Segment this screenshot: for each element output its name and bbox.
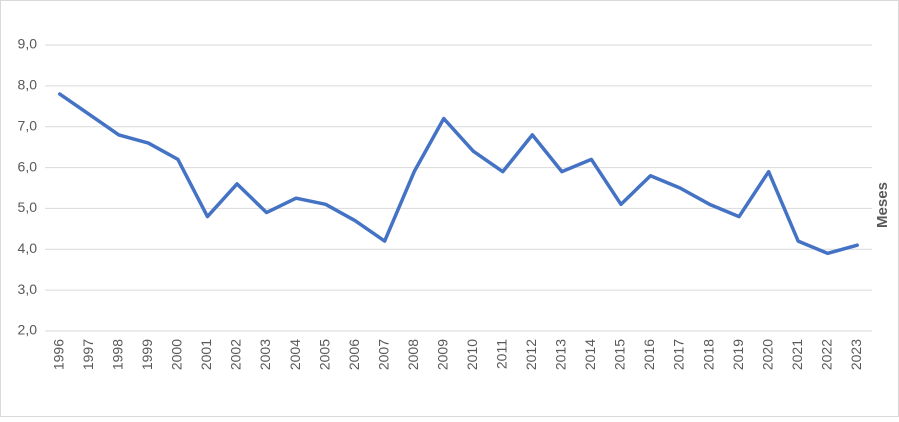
x-tick-label: 2002 [228, 339, 244, 370]
y-tick-label: 4,0 [18, 240, 38, 256]
y-tick-label: 9,0 [18, 36, 38, 52]
x-tick-label: 2005 [316, 339, 332, 370]
x-tick-label: 2021 [789, 339, 805, 370]
x-tick-label: 2014 [582, 339, 598, 370]
x-tick-label: 2000 [169, 339, 185, 370]
x-tick-label: 1996 [50, 339, 66, 370]
data-line [58, 92, 859, 256]
x-tick-label: 1998 [110, 339, 126, 370]
x-tick-label: 2012 [523, 339, 539, 370]
x-tick-label: 2006 [346, 339, 362, 370]
x-tick-label: 2011 [494, 339, 510, 369]
x-tick-label: 2018 [700, 339, 716, 370]
y-tick-label: 7,0 [18, 117, 38, 133]
x-tick-label: 2022 [818, 339, 834, 370]
x-tick-label: 2009 [434, 339, 450, 370]
x-tick-label: 2008 [405, 339, 421, 370]
x-tick-label: 2016 [641, 339, 657, 370]
x-tick-label: 2001 [198, 339, 214, 370]
y-axis-label: Meses [874, 182, 891, 228]
y-tick-label: 2,0 [18, 322, 38, 338]
y-tick-label: 6,0 [18, 158, 38, 174]
x-tick-label: 2003 [257, 339, 273, 370]
x-tick-label: 2019 [730, 339, 746, 370]
x-tick-label: 1997 [80, 339, 96, 370]
x-tick-label: 2013 [553, 339, 569, 370]
x-tick-label: 2007 [375, 339, 391, 370]
y-tick-label: 8,0 [18, 77, 38, 93]
x-tick-label: 2015 [612, 339, 628, 370]
y-tick-label: 3,0 [18, 281, 38, 297]
x-tick-label: 1999 [139, 339, 155, 370]
x-tick-label: 2020 [759, 339, 775, 370]
y-tick-label: 5,0 [18, 199, 38, 215]
x-tick-label: 2023 [848, 339, 864, 370]
x-tick-label: 2004 [287, 339, 303, 370]
x-tick-label: 2017 [671, 339, 687, 370]
x-tick-label: 2010 [464, 339, 480, 370]
